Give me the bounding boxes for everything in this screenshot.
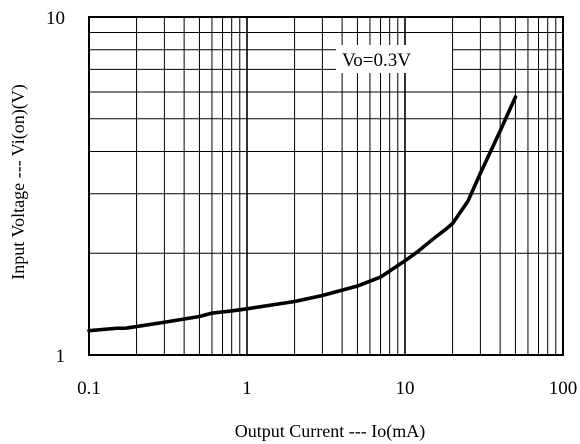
y-axis-label: Input Voltage --- Vi(on)(V) [8,84,29,279]
x-tick-label: 100 [549,378,578,399]
y-tick-label: 1 [56,346,66,367]
x-tick-label: 0.1 [77,378,101,399]
x-axis-label: Output Current --- Io(mA) [235,421,425,442]
series-layer [87,95,518,333]
tick-labels: 0.1 1 10 100 1 10 [46,8,577,399]
x-tick-label: 10 [396,378,415,399]
annotation-label: Vo=0.3V [342,50,411,71]
series-line [87,95,518,333]
plot-frame [88,16,564,356]
grid-lines [89,17,563,355]
annotation-background [336,45,452,73]
y-tick-label: 10 [46,8,65,29]
x-tick-label: 1 [242,378,252,399]
annotation: Vo=0.3V [336,45,452,73]
